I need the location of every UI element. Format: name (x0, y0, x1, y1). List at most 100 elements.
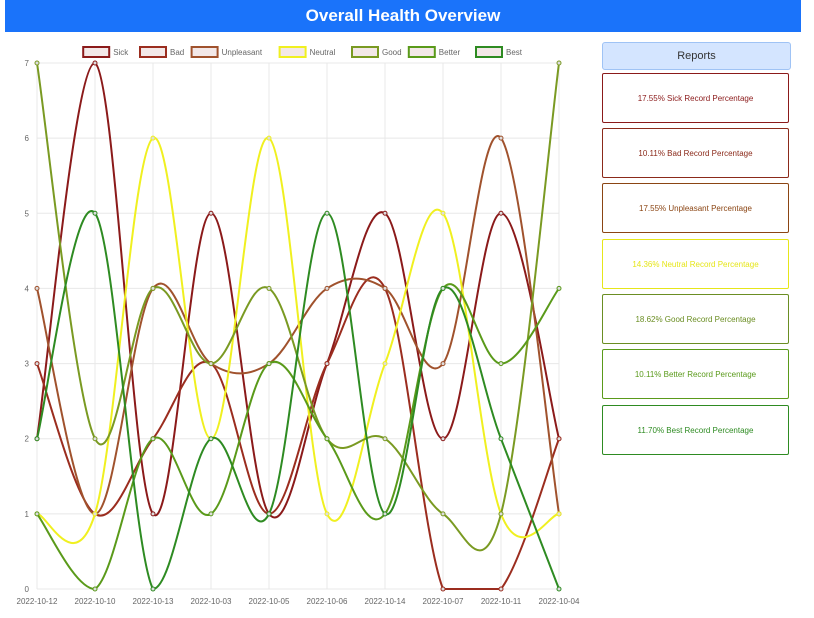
x-tick-label: 2022-10-13 (133, 597, 174, 606)
data-point (556, 285, 562, 291)
data-point (34, 511, 40, 517)
y-tick-label: 7 (25, 59, 30, 68)
legend-label: Neutral (310, 48, 336, 57)
data-point (150, 436, 156, 442)
report-card-text: 10.11% Better Record Percentage (634, 369, 757, 379)
data-point (266, 361, 272, 367)
data-point (440, 210, 446, 216)
data-point (324, 285, 330, 291)
series-line-best (36, 210, 560, 591)
x-tick-label: 2022-10-11 (481, 597, 522, 606)
data-point (556, 60, 562, 66)
legend-label: Bad (170, 48, 184, 57)
data-point (498, 511, 504, 517)
y-tick-label: 2 (25, 435, 30, 444)
data-point (92, 586, 98, 592)
data-point (556, 511, 562, 517)
data-point (382, 511, 388, 517)
data-point (324, 210, 330, 216)
report-card-3: 14.36% Neutral Record Percentage (602, 239, 789, 289)
x-tick-label: 2022-10-03 (191, 597, 232, 606)
data-point (266, 135, 272, 141)
data-point (150, 135, 156, 141)
data-point (34, 436, 40, 442)
data-point (556, 586, 562, 592)
data-point (382, 361, 388, 367)
report-card-6: 11.70% Best Record Percentage (602, 405, 789, 455)
data-point (440, 436, 446, 442)
legend-label: Good (382, 48, 402, 57)
y-tick-label: 0 (25, 585, 30, 594)
data-point (266, 285, 272, 291)
legend-swatch (475, 46, 503, 58)
reports-button[interactable]: Reports (602, 42, 791, 70)
legend-swatch (351, 46, 379, 58)
report-card-5: 10.11% Better Record Percentage (602, 349, 789, 399)
series-line-better (36, 283, 560, 591)
data-point (324, 361, 330, 367)
y-tick-label: 3 (25, 360, 30, 369)
data-point (92, 60, 98, 66)
data-point (556, 436, 562, 442)
data-point (34, 285, 40, 291)
report-card-text: 14.36% Neutral Record Percentage (632, 259, 759, 269)
data-point (498, 210, 504, 216)
data-point (34, 60, 40, 66)
data-point (92, 210, 98, 216)
legend-swatch (190, 46, 219, 58)
report-card-text: 17.55% Sick Record Percentage (637, 93, 754, 103)
data-point (150, 285, 156, 291)
legend-label: Unpleasant (222, 48, 263, 57)
data-point (34, 361, 40, 367)
report-card-0: 17.55% Sick Record Percentage (602, 73, 789, 123)
legend-swatch (82, 46, 111, 58)
data-point (208, 361, 214, 367)
data-point (498, 135, 504, 141)
data-point (324, 511, 330, 517)
series-line-good (36, 62, 560, 552)
series-line-bad (36, 276, 560, 590)
x-tick-label: 2022-10-05 (249, 597, 290, 606)
series-line-sick (36, 61, 560, 519)
data-point (92, 436, 98, 442)
report-card-text: 18.62% Good Record Percentage (635, 314, 756, 324)
x-tick-label: 2022-10-07 (423, 597, 464, 606)
legend-swatch (139, 46, 167, 58)
legend-label: Sick (113, 48, 129, 57)
report-card-4: 18.62% Good Record Percentage (602, 294, 789, 344)
report-card-text: 17.55% Unpleasant Percentage (639, 203, 752, 213)
data-point (324, 436, 330, 442)
report-card-text: 10.11% Bad Record Percentage (638, 148, 753, 158)
data-point (382, 210, 388, 216)
data-point (440, 511, 446, 517)
report-card-text: 11.70% Best Record Percentage (637, 425, 754, 435)
y-tick-label: 1 (25, 510, 30, 519)
data-point (498, 361, 504, 367)
legend-label: Best (506, 48, 523, 57)
legend-label: Better (439, 48, 461, 57)
x-tick-label: 2022-10-06 (307, 597, 348, 606)
x-tick-label: 2022-10-04 (539, 597, 580, 606)
data-point (498, 586, 504, 592)
report-card-2: 17.55% Unpleasant Percentage (602, 183, 789, 233)
page-title: Overall Health Overview (305, 6, 501, 25)
legend-swatch (278, 46, 307, 58)
data-point (208, 436, 214, 442)
data-point (382, 436, 388, 442)
series-line-neutral (36, 137, 560, 544)
report-card-1: 10.11% Bad Record Percentage (602, 128, 789, 178)
data-point (440, 361, 446, 367)
data-point (440, 285, 446, 291)
page-header: Overall Health Overview (5, 0, 801, 32)
health-line-chart: 0 1 2 3 4 5 6 7 2022-10-12 2022-10-10 2022-10-13 20… (17, 46, 580, 606)
data-point (208, 210, 214, 216)
y-tick-label: 6 (25, 134, 30, 143)
y-tick-label: 5 (25, 209, 30, 218)
data-point (266, 511, 272, 517)
legend-swatch (407, 46, 436, 58)
x-tick-label: 2022-10-10 (75, 597, 116, 606)
data-point (208, 511, 214, 517)
data-point (92, 511, 98, 517)
data-point (150, 586, 156, 592)
data-point (440, 586, 446, 592)
